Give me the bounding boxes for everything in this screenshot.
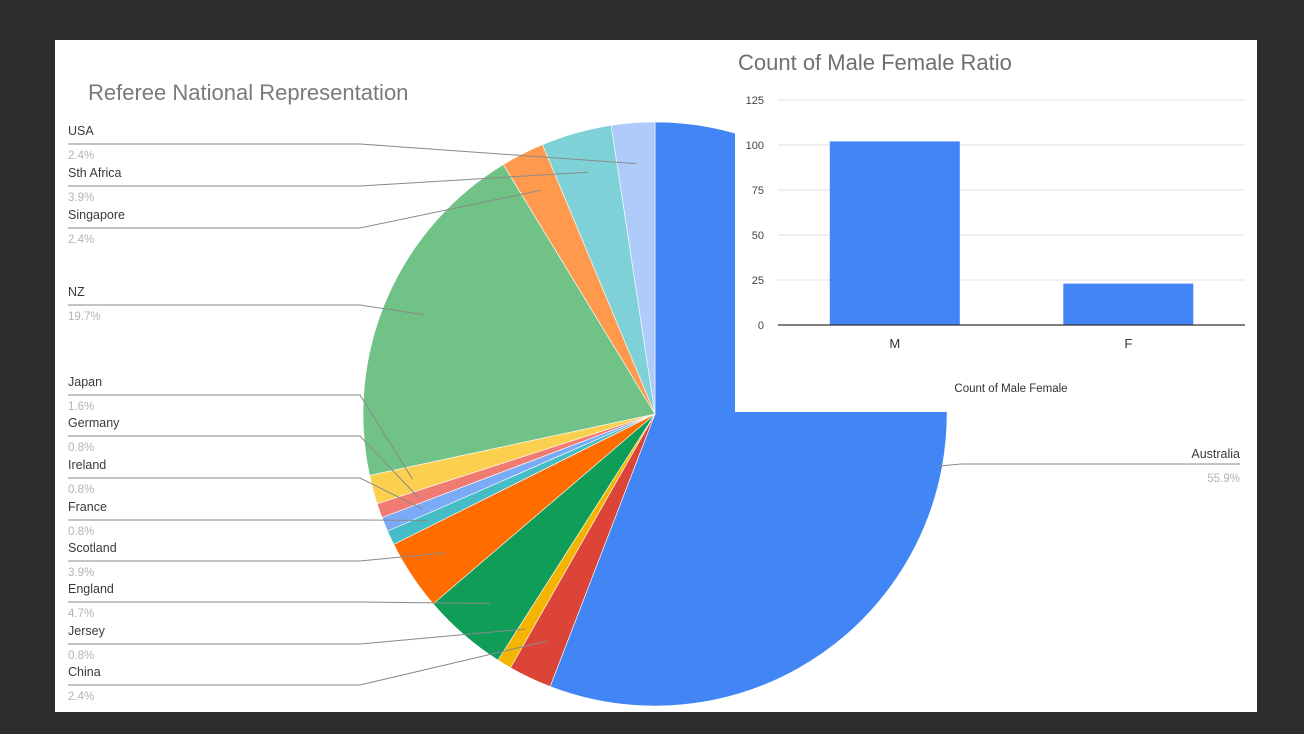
bar-chart: Count of Male Female Ratio 0 25 50 75 100 125 M… — [735, 40, 1257, 412]
pie-label-japan: Japan — [68, 375, 102, 389]
pie-label-sth-africa: Sth Africa — [68, 166, 122, 180]
pie-pct-sth-africa: 3.9% — [68, 192, 94, 204]
pie-pct-ireland: 0.8% — [68, 484, 94, 496]
y-tick-label: 0 — [758, 320, 764, 332]
pie-label-usa: USA — [68, 124, 94, 138]
leader-line-usa — [68, 143, 637, 165]
x-axis-title: Count of Male Female — [954, 383, 1067, 395]
pie-label-france: France — [68, 500, 107, 514]
leader-line-ireland — [68, 477, 423, 510]
pie-pct-china: 2.4% — [68, 691, 94, 703]
y-tick-label: 100 — [746, 140, 764, 152]
leader-line-sth-africa — [68, 171, 588, 187]
pie-pct-england: 4.7% — [68, 608, 94, 620]
pie-label-singapore: Singapore — [68, 208, 125, 222]
pie-pct-japan: 1.6% — [68, 401, 94, 413]
pie-pct-germany: 0.8% — [68, 442, 94, 454]
pie-pct-france: 0.8% — [68, 526, 94, 538]
pie-pct-scotland: 3.9% — [68, 567, 94, 579]
bar-m — [829, 141, 960, 325]
bar-title: Count of Male Female Ratio — [738, 50, 1012, 75]
pie-label-ireland: Ireland — [68, 458, 106, 472]
leader-line-england — [68, 601, 491, 604]
pie-slice-nz — [362, 164, 656, 476]
pie-label-australia: Australia — [1191, 447, 1240, 461]
leader-line-singapore — [68, 189, 542, 229]
bar-chart-background — [735, 40, 1257, 412]
bar-f — [1063, 283, 1194, 325]
pie-label-england: England — [68, 582, 114, 596]
pie-pct-australia: 55.9% — [1207, 473, 1240, 485]
leader-line-germany — [68, 435, 419, 498]
y-tick-label: 75 — [752, 185, 764, 197]
leader-line-jersey — [68, 628, 526, 645]
pie-pct-nz: 19.7% — [68, 311, 101, 323]
pie-label-nz: NZ — [68, 285, 85, 299]
pie-label-germany: Germany — [68, 416, 120, 430]
pie-label-jersey: Jersey — [68, 624, 106, 638]
y-tick-label: 125 — [746, 95, 764, 107]
pie-pct-jersey: 0.8% — [68, 650, 94, 662]
y-tick-label: 25 — [752, 275, 764, 287]
x-tick-label: M — [889, 336, 900, 351]
pie-label-scotland: Scotland — [68, 541, 117, 555]
leader-line-france — [68, 519, 428, 521]
pie-pct-usa: 2.4% — [68, 150, 94, 162]
pie-slice-usa — [610, 121, 656, 415]
pie-title: Referee National Representation — [88, 80, 408, 105]
leader-line-scotland — [68, 552, 446, 562]
leader-line-nz — [68, 304, 425, 316]
pie-pct-singapore: 2.4% — [68, 234, 94, 246]
leader-line-australia — [936, 463, 1240, 467]
leader-line-china — [68, 640, 548, 686]
x-tick-label: F — [1124, 336, 1132, 351]
pie-label-china: China — [68, 665, 101, 679]
y-tick-label: 50 — [752, 230, 764, 242]
leader-line-japan — [68, 394, 413, 480]
